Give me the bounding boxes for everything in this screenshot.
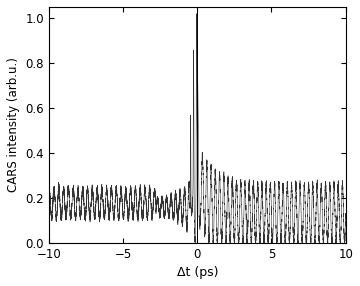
Y-axis label: CARS intensity (arb.u.): CARS intensity (arb.u.) <box>7 57 20 192</box>
X-axis label: Δt (ps): Δt (ps) <box>176 266 218 279</box>
